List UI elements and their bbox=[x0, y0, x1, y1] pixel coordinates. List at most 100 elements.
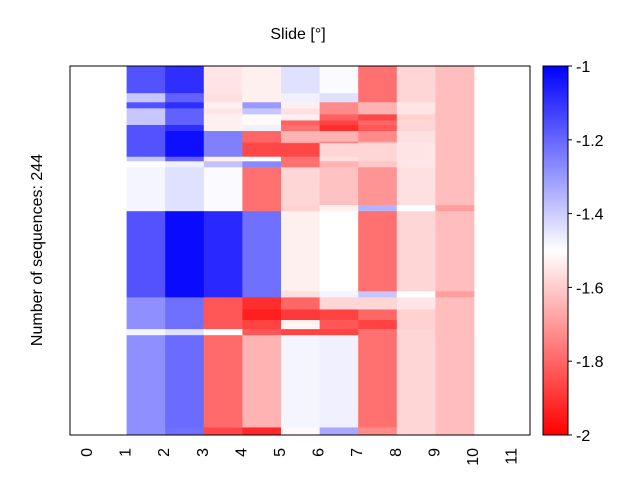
heatmap-cells bbox=[126, 66, 475, 436]
heatmap-cell bbox=[319, 131, 359, 143]
heatmap-cell bbox=[319, 120, 359, 126]
heatmap-cell bbox=[319, 205, 359, 212]
heatmap-cell bbox=[203, 320, 243, 330]
heatmap-cell bbox=[126, 102, 166, 109]
heatmap-cell bbox=[319, 102, 359, 109]
heatmap-cell bbox=[165, 205, 205, 212]
heatmap-cell bbox=[242, 124, 282, 132]
heatmap-cell bbox=[319, 427, 359, 436]
heatmap-cell bbox=[396, 102, 436, 109]
x-tick-label: 1 bbox=[118, 448, 135, 457]
heatmap-cell bbox=[435, 93, 475, 103]
heatmap-cell bbox=[281, 143, 320, 158]
heatmap-cell bbox=[126, 143, 166, 158]
heatmap-cell bbox=[165, 93, 205, 103]
heatmap-cell bbox=[396, 114, 436, 121]
heatmap-cell bbox=[396, 309, 436, 321]
heatmap-cell bbox=[396, 93, 436, 103]
heatmap-cell bbox=[435, 211, 475, 292]
heatmap-cell bbox=[396, 211, 436, 292]
heatmap-cell bbox=[126, 120, 166, 126]
heatmap-cell bbox=[396, 205, 436, 212]
heatmap-cell bbox=[396, 161, 436, 168]
heatmap-cell bbox=[126, 211, 166, 292]
heatmap-cell bbox=[319, 93, 359, 103]
heatmap-cell bbox=[126, 124, 166, 132]
heatmap-cell bbox=[396, 427, 436, 436]
heatmap-cell bbox=[203, 161, 243, 168]
heatmap-cell bbox=[126, 320, 166, 330]
heatmap-cell bbox=[435, 108, 475, 115]
heatmap-cell bbox=[165, 102, 205, 109]
heatmap-cell bbox=[281, 297, 320, 310]
heatmap-cell bbox=[358, 131, 398, 143]
heatmap-cell bbox=[319, 156, 359, 162]
heatmap-cell bbox=[281, 309, 320, 321]
heatmap-cell bbox=[165, 329, 205, 336]
x-tick-label: 2 bbox=[156, 448, 173, 457]
heatmap-cell bbox=[126, 93, 166, 103]
heatmap-cell bbox=[435, 102, 475, 109]
heatmap-cell bbox=[281, 329, 320, 336]
heatmap-cell bbox=[281, 93, 320, 103]
heatmap-cell bbox=[319, 66, 359, 94]
colorbar-tick-label: -1 bbox=[576, 59, 590, 76]
heatmap-cell bbox=[203, 291, 243, 298]
heatmap-cell bbox=[319, 329, 359, 336]
heatmap-cell bbox=[281, 120, 320, 126]
heatmap-cell bbox=[358, 124, 398, 132]
heatmap-cell bbox=[281, 131, 320, 143]
heatmap-cell bbox=[126, 141, 166, 144]
x-tick-label: 0 bbox=[79, 448, 96, 457]
heatmap-cell bbox=[242, 309, 282, 321]
heatmap-cell bbox=[396, 141, 436, 144]
heatmap-cell bbox=[203, 108, 243, 115]
heatmap-cell bbox=[203, 102, 243, 109]
heatmap-cell bbox=[242, 66, 282, 94]
heatmap-cell bbox=[358, 120, 398, 126]
heatmap-cell bbox=[126, 335, 166, 428]
heatmap-cell bbox=[165, 335, 205, 428]
heatmap-cell bbox=[358, 102, 398, 109]
heatmap-cell bbox=[126, 114, 166, 121]
heatmap-cell bbox=[203, 124, 243, 132]
heatmap-cell bbox=[165, 309, 205, 321]
heatmap-cell bbox=[242, 161, 282, 168]
colorbar bbox=[542, 65, 569, 436]
heatmap-cell bbox=[319, 291, 359, 298]
heatmap-cell bbox=[242, 291, 282, 298]
heatmap-cell bbox=[165, 211, 205, 292]
heatmap-cell bbox=[358, 211, 398, 292]
heatmap-cell bbox=[165, 114, 205, 121]
heatmap-cell bbox=[165, 161, 205, 168]
x-tick-labels: 0 1 2 3 4 5 6 7 8 9 10 11 bbox=[79, 448, 521, 466]
heatmap-cell bbox=[203, 167, 243, 206]
heatmap-cell bbox=[165, 120, 205, 126]
heatmap-cell bbox=[165, 427, 205, 436]
heatmap-cell bbox=[358, 114, 398, 121]
heatmap-cell bbox=[126, 66, 166, 94]
heatmap-cell bbox=[281, 427, 320, 436]
heatmap-cell bbox=[242, 141, 282, 144]
heatmap-cell bbox=[396, 108, 436, 115]
heatmap-cell bbox=[242, 320, 282, 330]
x-tick-label: 10 bbox=[465, 448, 482, 466]
heatmap-cell bbox=[281, 114, 320, 121]
heatmap-cell bbox=[358, 167, 398, 206]
colorbar-tick-label: -1.8 bbox=[576, 354, 604, 371]
heatmap-cell bbox=[319, 161, 359, 168]
heatmap-cell bbox=[281, 124, 320, 132]
heatmap-cell bbox=[396, 156, 436, 162]
heatmap-cell bbox=[435, 167, 475, 206]
heatmap-cell bbox=[165, 291, 205, 298]
heatmap-cell bbox=[396, 120, 436, 126]
heatmap-cell bbox=[165, 124, 205, 132]
heatmap-cell bbox=[396, 66, 436, 94]
heatmap-cell bbox=[396, 143, 436, 158]
heatmap-cell bbox=[203, 156, 243, 162]
heatmap-cell bbox=[358, 205, 398, 212]
heatmap-cell bbox=[435, 161, 475, 168]
colorbar-tick-labels: -1 -1.2 -1.4 -1.6 -1.8 -2 bbox=[568, 59, 604, 445]
heatmap-cell bbox=[435, 335, 475, 428]
